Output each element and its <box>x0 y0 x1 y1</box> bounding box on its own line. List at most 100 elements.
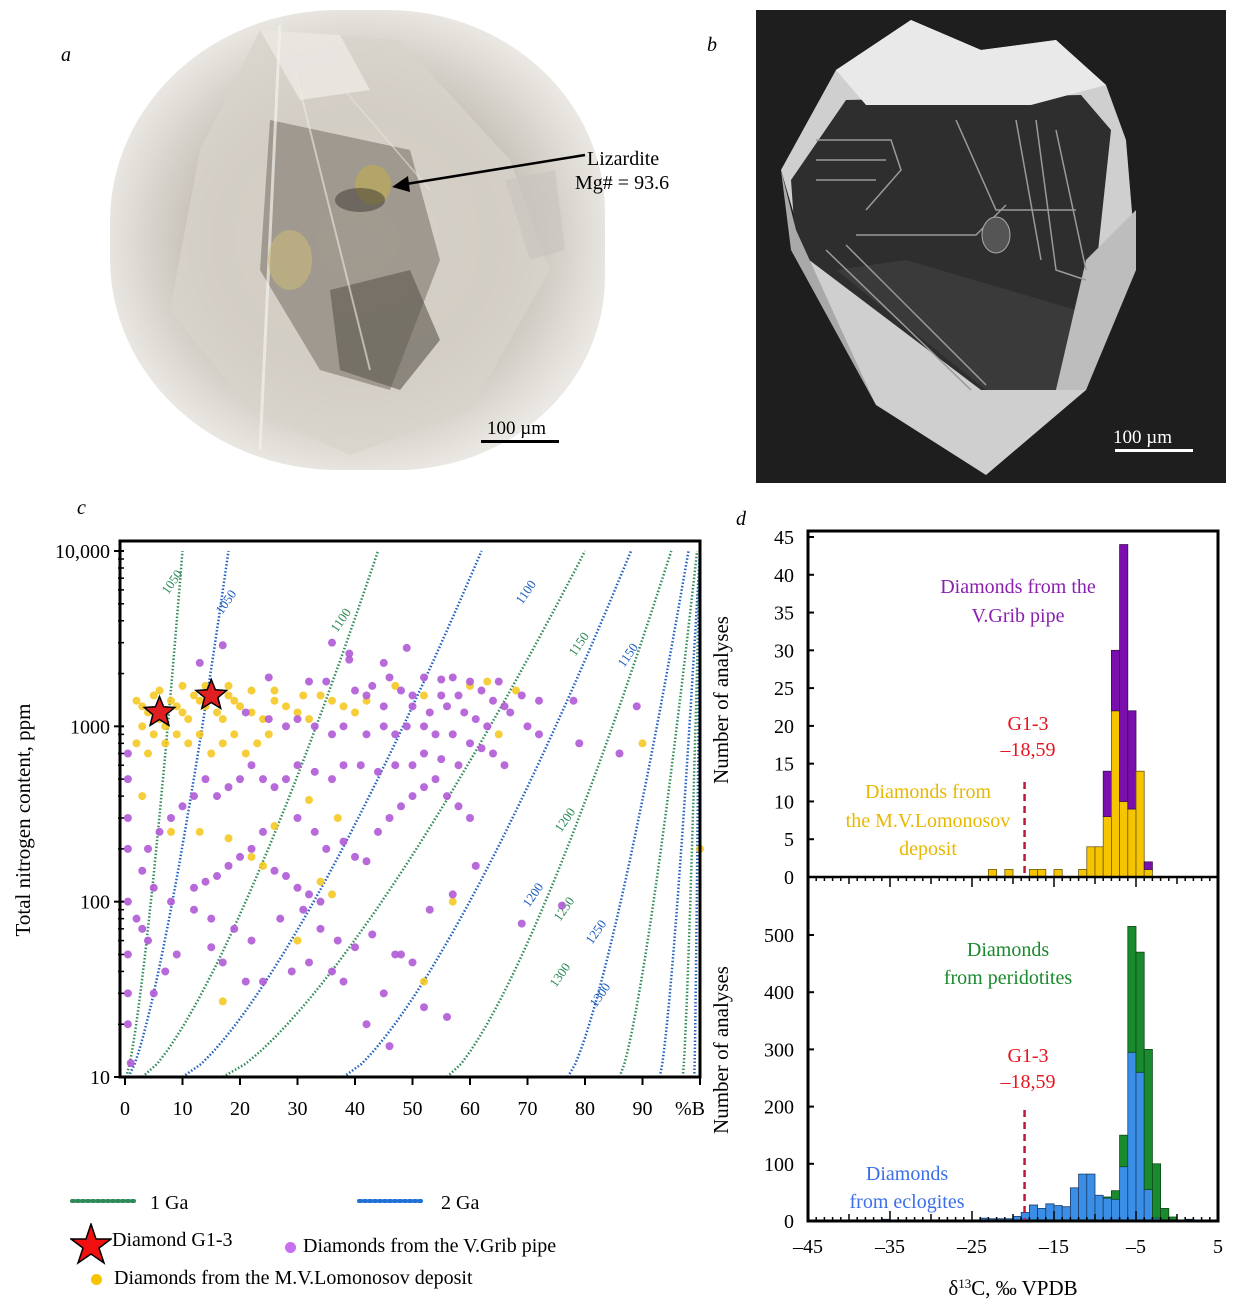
lomonosov-bar <box>1119 801 1129 878</box>
peridotite-annotation-l1: Diamonds <box>967 939 1049 961</box>
vgrib-point <box>345 649 354 658</box>
isotherm-1200-1ga <box>446 550 673 1078</box>
vgrib-point <box>517 919 526 928</box>
lomonosov-point <box>184 739 193 748</box>
vgrib-point <box>123 1020 132 1029</box>
lomonosov-point <box>247 708 256 717</box>
y-tick-label-d-upper: 0 <box>784 867 794 889</box>
lomonosov-point <box>282 702 290 711</box>
eclogite-bar <box>1061 1206 1071 1222</box>
x-axis-label-superscript: 13 <box>958 1276 971 1291</box>
y-tick-label-d-upper: 15 <box>774 754 794 776</box>
lomonosov-point <box>149 691 158 700</box>
peridotite-bar <box>1102 1196 1112 1199</box>
vgrib-point <box>517 691 526 700</box>
panel-letter-c: c <box>77 497 86 519</box>
scale-bar-label-b: 100 µm <box>1113 427 1172 448</box>
eclogite-bar <box>1094 1194 1104 1222</box>
lomonosov-point <box>161 739 170 748</box>
eclogite-bar <box>1069 1187 1079 1222</box>
x-tick-label-c: 40 <box>345 1098 365 1120</box>
vgrib-point <box>437 675 446 684</box>
vgrib-point <box>575 739 584 748</box>
vgrib-point <box>282 775 290 784</box>
lomonosov-point <box>316 691 325 700</box>
scale-bar-label-a: 100 µm <box>487 418 546 439</box>
lomonosov-point <box>207 749 216 758</box>
g13-annotation-lower: G1-3 <box>1007 1045 1048 1067</box>
vgrib-point <box>123 950 132 959</box>
lomonosov-point <box>270 686 279 695</box>
peridotite-bar <box>1168 1216 1178 1221</box>
vgrib-bar <box>1127 710 1137 810</box>
y-tick-label-d-upper: 25 <box>774 678 794 700</box>
scale-bar-b <box>1115 449 1193 452</box>
panel-letter-a: a <box>61 44 71 66</box>
diamond-sem-photo-b <box>756 10 1226 483</box>
vgrib-point <box>293 883 302 892</box>
vgrib-point <box>282 872 290 881</box>
vgrib-point <box>293 761 302 770</box>
lomonosov-point <box>138 702 147 711</box>
vgrib-point <box>167 814 175 823</box>
x-tick-label-d: –25 <box>956 1236 987 1258</box>
lomonosov-point <box>253 739 262 748</box>
lomonosov-annotation-l3: deposit <box>899 838 957 860</box>
peridotite-bar <box>1143 1049 1153 1190</box>
lomonosov-point <box>195 827 204 836</box>
x-axis-label-delta: δ <box>948 1276 958 1300</box>
vgrib-point <box>149 883 158 892</box>
lomonosov-point <box>155 686 164 695</box>
vgrib-point <box>190 883 198 892</box>
vgrib-point <box>132 914 141 923</box>
vgrib-point <box>385 1042 394 1051</box>
vgrib-point <box>316 897 325 906</box>
lomonosov-point <box>184 715 193 724</box>
vgrib-point <box>397 950 405 959</box>
scale-bar-a <box>481 440 559 443</box>
vgrib-point <box>443 702 451 711</box>
vgrib-point <box>362 1020 371 1029</box>
vgrib-point <box>213 872 221 881</box>
lomonosov-point <box>195 730 204 739</box>
vgrib-point <box>466 814 474 823</box>
vgrib-point <box>437 755 446 764</box>
vgrib-point <box>236 852 244 861</box>
legend-2ga-line <box>357 1199 425 1203</box>
vgrib-point <box>408 702 417 711</box>
lomonosov-point <box>420 977 428 986</box>
vgrib-point <box>241 708 250 717</box>
x-tick-label-c: 10 <box>173 1098 193 1120</box>
diamond-crystal-illustration-b <box>781 20 1136 475</box>
legend-1ga-line <box>70 1199 138 1203</box>
lomonosov-point <box>144 749 152 758</box>
lomonosov-point <box>638 739 647 748</box>
plot-frame-c <box>118 539 702 1079</box>
x-tick-label-c: 30 <box>288 1098 308 1120</box>
x-axis-label-d: δ13C, ‰ VPDB <box>948 1276 1077 1301</box>
vgrib-point <box>270 866 279 875</box>
legend-1ga-label: 1 Ga <box>150 1192 189 1214</box>
isotherm-label: 1050 <box>212 587 239 617</box>
vgrib-point <box>408 958 417 967</box>
vgrib-point <box>322 844 331 853</box>
vgrib-point <box>420 722 428 731</box>
legend-star-icon <box>70 1223 112 1265</box>
vgrib-point <box>224 783 233 792</box>
isotherm-label: 1150 <box>565 629 592 659</box>
lomonosov-point <box>270 822 279 831</box>
vgrib-point <box>328 775 336 784</box>
vgrib-point <box>236 775 244 784</box>
y-axis-label-d-lower: Number of analyses <box>709 966 733 1134</box>
lomonosov-bar <box>1086 846 1096 878</box>
y-tick-label-d-upper: 40 <box>774 565 794 587</box>
lomonosov-point <box>195 696 204 705</box>
vgrib-point <box>207 914 216 923</box>
vgrib-point <box>333 936 342 945</box>
vgrib-point <box>558 901 566 910</box>
vgrib-point <box>138 866 147 875</box>
vgrib-point <box>431 730 440 739</box>
lomonosov-point <box>224 681 233 690</box>
isotherm-1050-1ga <box>124 550 184 1078</box>
lomonosov-point <box>132 739 141 748</box>
